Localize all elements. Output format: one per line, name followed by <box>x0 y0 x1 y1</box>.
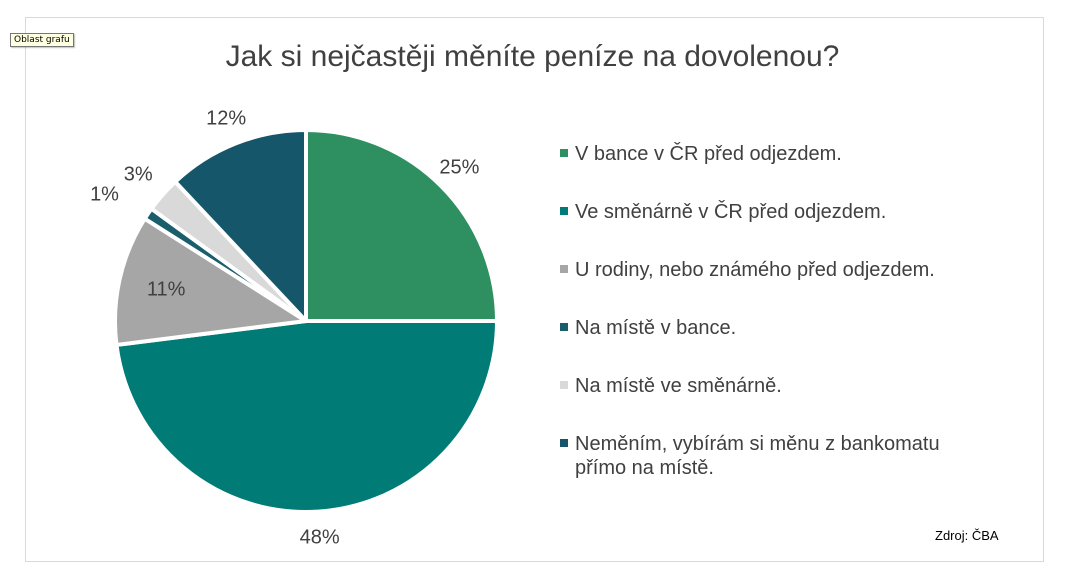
legend-label: Na místě v bance. <box>575 317 737 339</box>
pie-slice[interactable] <box>113 216 308 347</box>
data-label: 48% <box>299 526 340 549</box>
data-label: 25% <box>439 156 480 179</box>
legend-marker <box>560 149 568 157</box>
legend-item: Ve směnárně v ČR před odjezdem. <box>560 200 995 224</box>
legend-label: V bance v ČR před odjezdem. <box>575 143 842 165</box>
legend-item: Na místě v bance. <box>560 316 995 340</box>
legend-label: U rodiny, nebo známého před odjezdem. <box>575 259 935 281</box>
legend-item: U rodiny, nebo známého před odjezdem. <box>560 258 995 282</box>
source-note: Zdroj: ČBA <box>935 528 999 543</box>
chart-title: Jak si nejčastěji měníte peníze na dovol… <box>225 40 840 73</box>
chart-area-tooltip: Oblast grafu <box>10 33 74 47</box>
legend-item: Neměním, vybírám si měnu z bankomatu pří… <box>560 432 995 480</box>
data-label: 1% <box>90 183 119 206</box>
data-label: 3% <box>123 163 153 186</box>
legend-label: Na místě ve směnárně. <box>575 375 782 397</box>
pie-slice[interactable] <box>173 128 308 323</box>
pie-slice[interactable] <box>304 128 499 323</box>
legend-marker <box>560 439 568 447</box>
legend-marker <box>560 323 568 331</box>
legend-item: Na místě ve směnárně. <box>560 374 995 398</box>
legend-item: V bance v ČR před odjezdem. <box>560 142 995 166</box>
data-label: 11% <box>146 278 186 301</box>
legend-marker <box>560 381 568 389</box>
legend-marker <box>560 265 568 273</box>
legend-label: Neměním, vybírám si měnu z bankomatu pří… <box>575 433 940 479</box>
legend-marker <box>560 207 568 215</box>
legend-label: Ve směnárně v ČR před odjezdem. <box>575 201 887 223</box>
pie-slice[interactable] <box>114 319 499 514</box>
data-label: 12% <box>206 107 247 130</box>
